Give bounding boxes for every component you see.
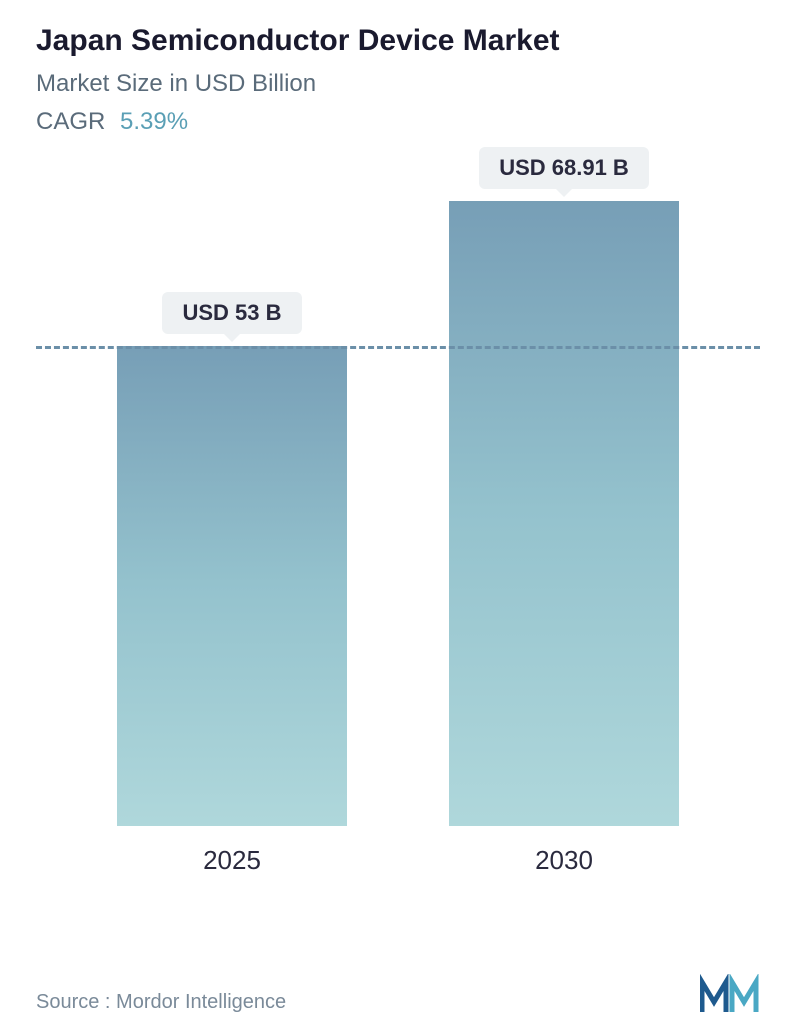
- chart-subtitle: Market Size in USD Billion: [36, 70, 760, 98]
- source-text: Source : Mordor Intelligence: [36, 991, 286, 1014]
- chart-area: USD 53 B2025USD 68.91 B2030: [36, 186, 760, 886]
- chart-header: Japan Semiconductor Device Market Market…: [36, 24, 760, 136]
- reference-dashed-line: [36, 346, 760, 349]
- cagr-value: 5.39%: [120, 108, 188, 135]
- bar-group-2030: USD 68.91 B2030: [449, 147, 679, 826]
- bar-value-label: USD 68.91 B: [479, 147, 649, 189]
- chart-footer: Source : Mordor Intelligence: [36, 974, 760, 1014]
- chart-title: Japan Semiconductor Device Market: [36, 24, 760, 58]
- mordor-logo-icon: [700, 974, 760, 1014]
- cagr-line: CAGR 5.39%: [36, 108, 760, 136]
- bar: [117, 346, 347, 826]
- bars-container: USD 53 B2025USD 68.91 B2030: [36, 186, 760, 826]
- bar-group-2025: USD 53 B2025: [117, 292, 347, 826]
- bar-year-label: 2030: [535, 845, 593, 876]
- bar: [449, 201, 679, 826]
- bar-year-label: 2025: [203, 845, 261, 876]
- cagr-label: CAGR: [36, 108, 105, 135]
- bar-value-label: USD 53 B: [162, 292, 301, 334]
